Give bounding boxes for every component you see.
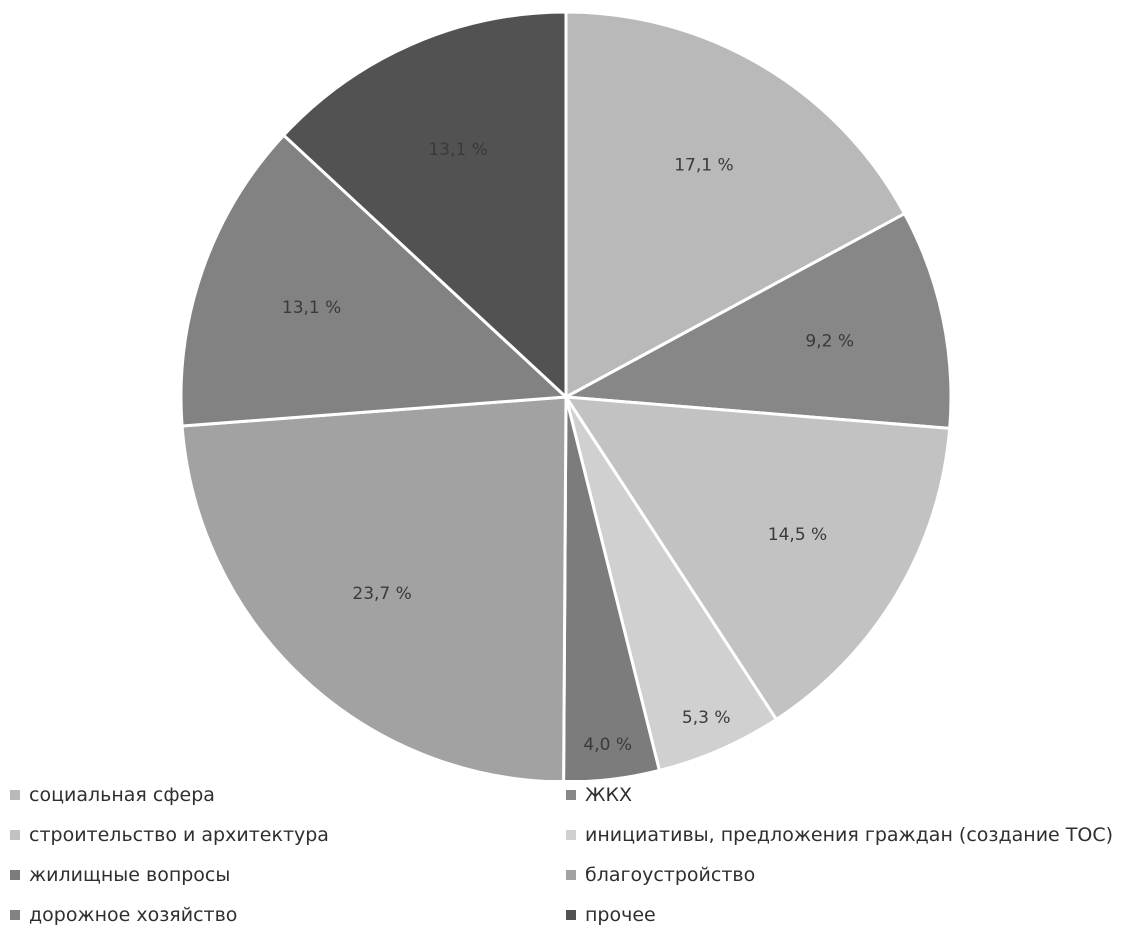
legend-item-2: ЖКХ xyxy=(566,784,632,806)
pie-slice-8 xyxy=(281,10,568,401)
legend-label: ЖКХ xyxy=(585,784,632,806)
slice-value-label-5: 4,0 % xyxy=(583,735,632,755)
legend-label: прочее xyxy=(585,904,656,926)
legend-item-5: жилищные вопросы xyxy=(10,864,230,886)
pie-slice-6 xyxy=(180,395,568,780)
slice-value-label-2: 9,2 % xyxy=(805,332,854,352)
legend-swatch xyxy=(10,790,20,800)
legend-label: социальная сфера xyxy=(29,784,215,806)
slice-value-label-7: 13,1 % xyxy=(282,298,341,318)
legend-swatch xyxy=(566,830,576,840)
legend-label: инициативы, предложения граждан (создани… xyxy=(585,824,1114,846)
slice-value-label-8: 13,1 % xyxy=(428,140,487,160)
legend-label: дорожное хозяйство xyxy=(29,904,238,926)
legend-item-7: дорожное хозяйство xyxy=(10,904,237,926)
legend-label: строительство и архитектура xyxy=(29,824,329,846)
legend-swatch xyxy=(10,870,20,880)
chart-legend: социальная сфера строительство и архитект… xyxy=(0,782,1130,946)
pie-slice-5 xyxy=(562,396,662,780)
legend-swatch xyxy=(566,910,576,920)
pie-slice-7 xyxy=(179,133,570,428)
slice-value-label-6: 23,7 % xyxy=(352,584,411,604)
pie-slice-3 xyxy=(563,395,952,722)
slice-value-label-3: 14,5 % xyxy=(768,525,827,545)
legend-swatch xyxy=(566,870,576,880)
legend-item-8: прочее xyxy=(566,904,656,926)
slice-value-label-4: 5,3 % xyxy=(682,708,731,728)
legend-item-4: инициативы, предложения граждан (создани… xyxy=(566,824,1113,846)
legend-label: благоустройство xyxy=(585,864,756,886)
legend-swatch xyxy=(566,790,576,800)
legend-label: жилищные вопросы xyxy=(29,864,231,886)
legend-swatch xyxy=(10,910,20,920)
legend-swatch xyxy=(10,830,20,840)
legend-item-6: благоустройство xyxy=(566,864,755,886)
legend-item-1: социальная сфера xyxy=(10,784,215,806)
pie-slice-1 xyxy=(564,10,907,400)
slice-value-label-1: 17,1 % xyxy=(674,156,733,176)
pie-chart: 17,1 % 9,2 % 14,5 % 5,3 % 4,0 % 23,7 % 13,1 % 1… xyxy=(179,10,953,780)
pie-slice-2 xyxy=(560,211,953,431)
legend-item-3: строительство и архитектура xyxy=(10,824,329,846)
pie-chart-area: 17,1 % 9,2 % 14,5 % 5,3 % 4,0 % 23,7 % 13,1 % 1… xyxy=(179,10,953,780)
